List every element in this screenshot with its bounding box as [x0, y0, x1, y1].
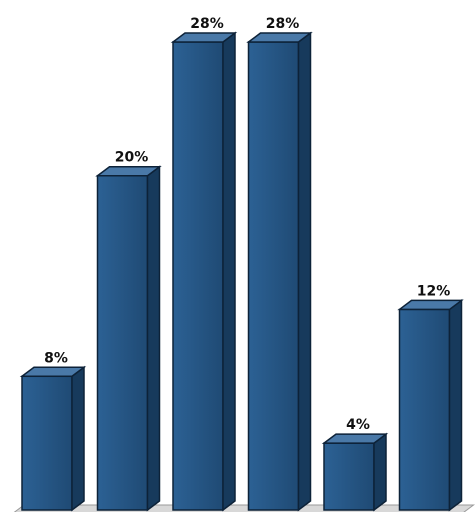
bar-front-3 — [172, 41, 224, 511]
bar-top-1 — [19, 366, 87, 378]
bar-2 — [95, 165, 162, 512]
bar-top-2 — [95, 165, 162, 177]
data-label-2: 20% — [115, 150, 149, 166]
bar-side-4 — [297, 31, 312, 512]
bar-top-4 — [246, 32, 313, 43]
data-label-5: 4% — [346, 417, 370, 433]
data-label-6: 12% — [417, 283, 451, 299]
bar-front-2 — [96, 174, 149, 511]
bar-5 — [321, 432, 389, 512]
bar-top-3 — [170, 32, 238, 43]
bar-front-5 — [323, 442, 375, 511]
bar-top-6 — [397, 299, 464, 311]
bar-4 — [246, 31, 313, 512]
bar-side-6 — [448, 298, 463, 512]
data-labels: 8% 20% 28% 28% 4% 12% — [44, 16, 450, 433]
bar-3 — [170, 31, 238, 512]
bar-1 — [19, 365, 87, 512]
data-label-1: 8% — [44, 350, 68, 366]
bar-front-6 — [398, 308, 451, 511]
bar-series — [19, 31, 464, 512]
bar-front-4 — [247, 41, 300, 511]
bar-side-1 — [71, 365, 85, 512]
bar-top-5 — [321, 433, 389, 444]
bar-side-3 — [222, 31, 236, 512]
bar-side-5 — [373, 432, 387, 512]
bar-6 — [397, 298, 464, 512]
bar-front-1 — [21, 375, 73, 511]
data-label-4: 28% — [266, 16, 300, 32]
data-label-3: 28% — [190, 16, 224, 32]
bar-side-2 — [146, 165, 161, 512]
